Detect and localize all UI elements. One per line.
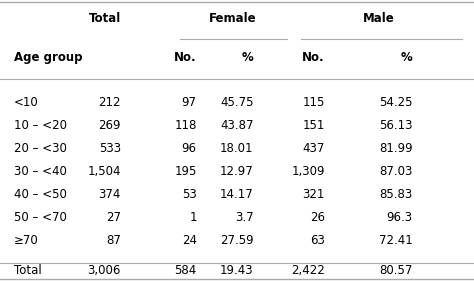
- Text: 533: 533: [99, 142, 121, 155]
- Text: 20 – <30: 20 – <30: [14, 142, 67, 155]
- Text: 87: 87: [106, 234, 121, 247]
- Text: 80.57: 80.57: [379, 264, 412, 277]
- Text: 18.01: 18.01: [220, 142, 254, 155]
- Text: 12.97: 12.97: [220, 165, 254, 178]
- Text: 118: 118: [174, 119, 197, 132]
- Text: 10 – <20: 10 – <20: [14, 119, 67, 132]
- Text: Female: Female: [209, 12, 256, 25]
- Text: 45.75: 45.75: [220, 96, 254, 109]
- Text: No.: No.: [302, 51, 325, 64]
- Text: 50 – <70: 50 – <70: [14, 211, 67, 224]
- Text: Total: Total: [14, 264, 42, 277]
- Text: 40 – <50: 40 – <50: [14, 188, 67, 201]
- Text: 53: 53: [182, 188, 197, 201]
- Text: 26: 26: [310, 211, 325, 224]
- Text: 212: 212: [99, 96, 121, 109]
- Text: Age group: Age group: [14, 51, 83, 64]
- Text: 63: 63: [310, 234, 325, 247]
- Text: 96.3: 96.3: [386, 211, 412, 224]
- Text: %: %: [401, 51, 412, 64]
- Text: 87.03: 87.03: [379, 165, 412, 178]
- Text: 321: 321: [302, 188, 325, 201]
- Text: 3.7: 3.7: [235, 211, 254, 224]
- Text: 72.41: 72.41: [379, 234, 412, 247]
- Text: 24: 24: [182, 234, 197, 247]
- Text: ≥70: ≥70: [14, 234, 39, 247]
- Text: 43.87: 43.87: [220, 119, 254, 132]
- Text: 30 – <40: 30 – <40: [14, 165, 67, 178]
- Text: 27: 27: [106, 211, 121, 224]
- Text: 27.59: 27.59: [220, 234, 254, 247]
- Text: No.: No.: [174, 51, 197, 64]
- Text: Male: Male: [364, 12, 395, 25]
- Text: Total: Total: [89, 12, 121, 25]
- Text: 81.99: 81.99: [379, 142, 412, 155]
- Text: 54.25: 54.25: [379, 96, 412, 109]
- Text: 437: 437: [302, 142, 325, 155]
- Text: 584: 584: [174, 264, 197, 277]
- Text: 2,422: 2,422: [291, 264, 325, 277]
- Text: 96: 96: [182, 142, 197, 155]
- Text: 1: 1: [189, 211, 197, 224]
- Text: 3,006: 3,006: [88, 264, 121, 277]
- Text: <10: <10: [14, 96, 39, 109]
- Text: 374: 374: [99, 188, 121, 201]
- Text: %: %: [242, 51, 254, 64]
- Text: 269: 269: [99, 119, 121, 132]
- Text: 56.13: 56.13: [379, 119, 412, 132]
- Text: 97: 97: [182, 96, 197, 109]
- Text: 14.17: 14.17: [220, 188, 254, 201]
- Text: 195: 195: [174, 165, 197, 178]
- Text: 151: 151: [302, 119, 325, 132]
- Text: 85.83: 85.83: [379, 188, 412, 201]
- Text: 1,309: 1,309: [291, 165, 325, 178]
- Text: 19.43: 19.43: [220, 264, 254, 277]
- Text: 1,504: 1,504: [87, 165, 121, 178]
- Text: 115: 115: [302, 96, 325, 109]
